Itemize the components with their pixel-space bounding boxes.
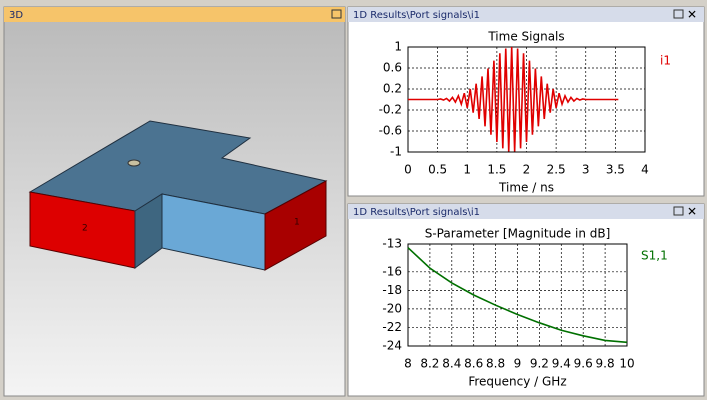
x-tick-label: 9.2 [530, 357, 549, 371]
y-tick-label: -16 [382, 264, 402, 278]
x-tick-label: 2 [523, 163, 531, 177]
y-tick-label: -13 [382, 237, 402, 251]
y-tick-label: 1 [394, 40, 402, 54]
plot2-panel [347, 203, 705, 397]
close-button[interactable]: ✕ [687, 205, 697, 219]
y-tick-label: 0.6 [383, 61, 402, 75]
series-line [407, 247, 628, 344]
x-tick-label: 9.4 [552, 357, 571, 371]
y-tick-label: 0.2 [383, 82, 402, 96]
x-tick-label: 3.5 [606, 163, 625, 177]
y-tick-label: -0.6 [379, 124, 402, 138]
x-tick-label: 4 [641, 163, 649, 177]
y-tick-label: -1 [390, 145, 402, 159]
x-tick-label: 8.6 [464, 357, 483, 371]
model-3d: 2 1 [28, 120, 328, 271]
y-tick-label: -18 [382, 283, 402, 297]
y-tick-label: -22 [382, 320, 402, 334]
y-tick-label: -0.2 [379, 103, 402, 117]
hole [127, 159, 141, 167]
y-tick-label: -24 [382, 339, 402, 353]
x-tick-label: 2.5 [547, 163, 566, 177]
x-tick-label: 8.2 [420, 357, 439, 371]
x-tick-label: 0 [404, 163, 412, 177]
x-axis-label: Time / ns [498, 181, 554, 195]
x-tick-label: 8 [404, 357, 412, 371]
x-tick-label: 8.8 [486, 357, 505, 371]
plot1-title: 1D Results\Port signals\i1 [353, 10, 480, 21]
view3d-title: 3D [9, 10, 23, 21]
chart-title: S-Parameter [Magnitude in dB] [425, 227, 611, 241]
plot2-titlebar[interactable] [348, 204, 704, 219]
view3d-titlebar[interactable] [4, 7, 345, 22]
x-tick-label: 0.5 [428, 163, 447, 177]
maximize-button[interactable] [673, 9, 684, 19]
port-label: 2 [82, 224, 88, 234]
plot2-title: 1D Results\Port signals\i1 [353, 207, 480, 218]
legend-label: i1 [660, 54, 671, 68]
x-tick-label: 8.4 [442, 357, 461, 371]
legend-label: S1,1 [641, 249, 668, 263]
plot-frame [407, 243, 628, 347]
maximize-button[interactable] [673, 206, 684, 216]
y-tick-label: -20 [382, 301, 402, 315]
x-tick-label: 10 [619, 357, 634, 371]
port-label: 1 [294, 218, 300, 228]
x-tick-label: 1 [463, 163, 471, 177]
x-axis-label: Frequency / GHz [468, 375, 566, 389]
x-tick-label: 9.6 [574, 357, 593, 371]
x-tick-label: 9 [514, 357, 522, 371]
plot1-titlebar[interactable] [348, 7, 704, 22]
x-tick-label: 9.8 [596, 357, 615, 371]
chart-title: Time Signals [487, 30, 564, 44]
x-tick-label: 1.5 [487, 163, 506, 177]
port-face [264, 180, 327, 271]
x-tick-label: 3 [582, 163, 590, 177]
maximize-button[interactable] [331, 9, 342, 19]
series-line [408, 46, 619, 152]
close-button[interactable]: ✕ [687, 8, 697, 22]
